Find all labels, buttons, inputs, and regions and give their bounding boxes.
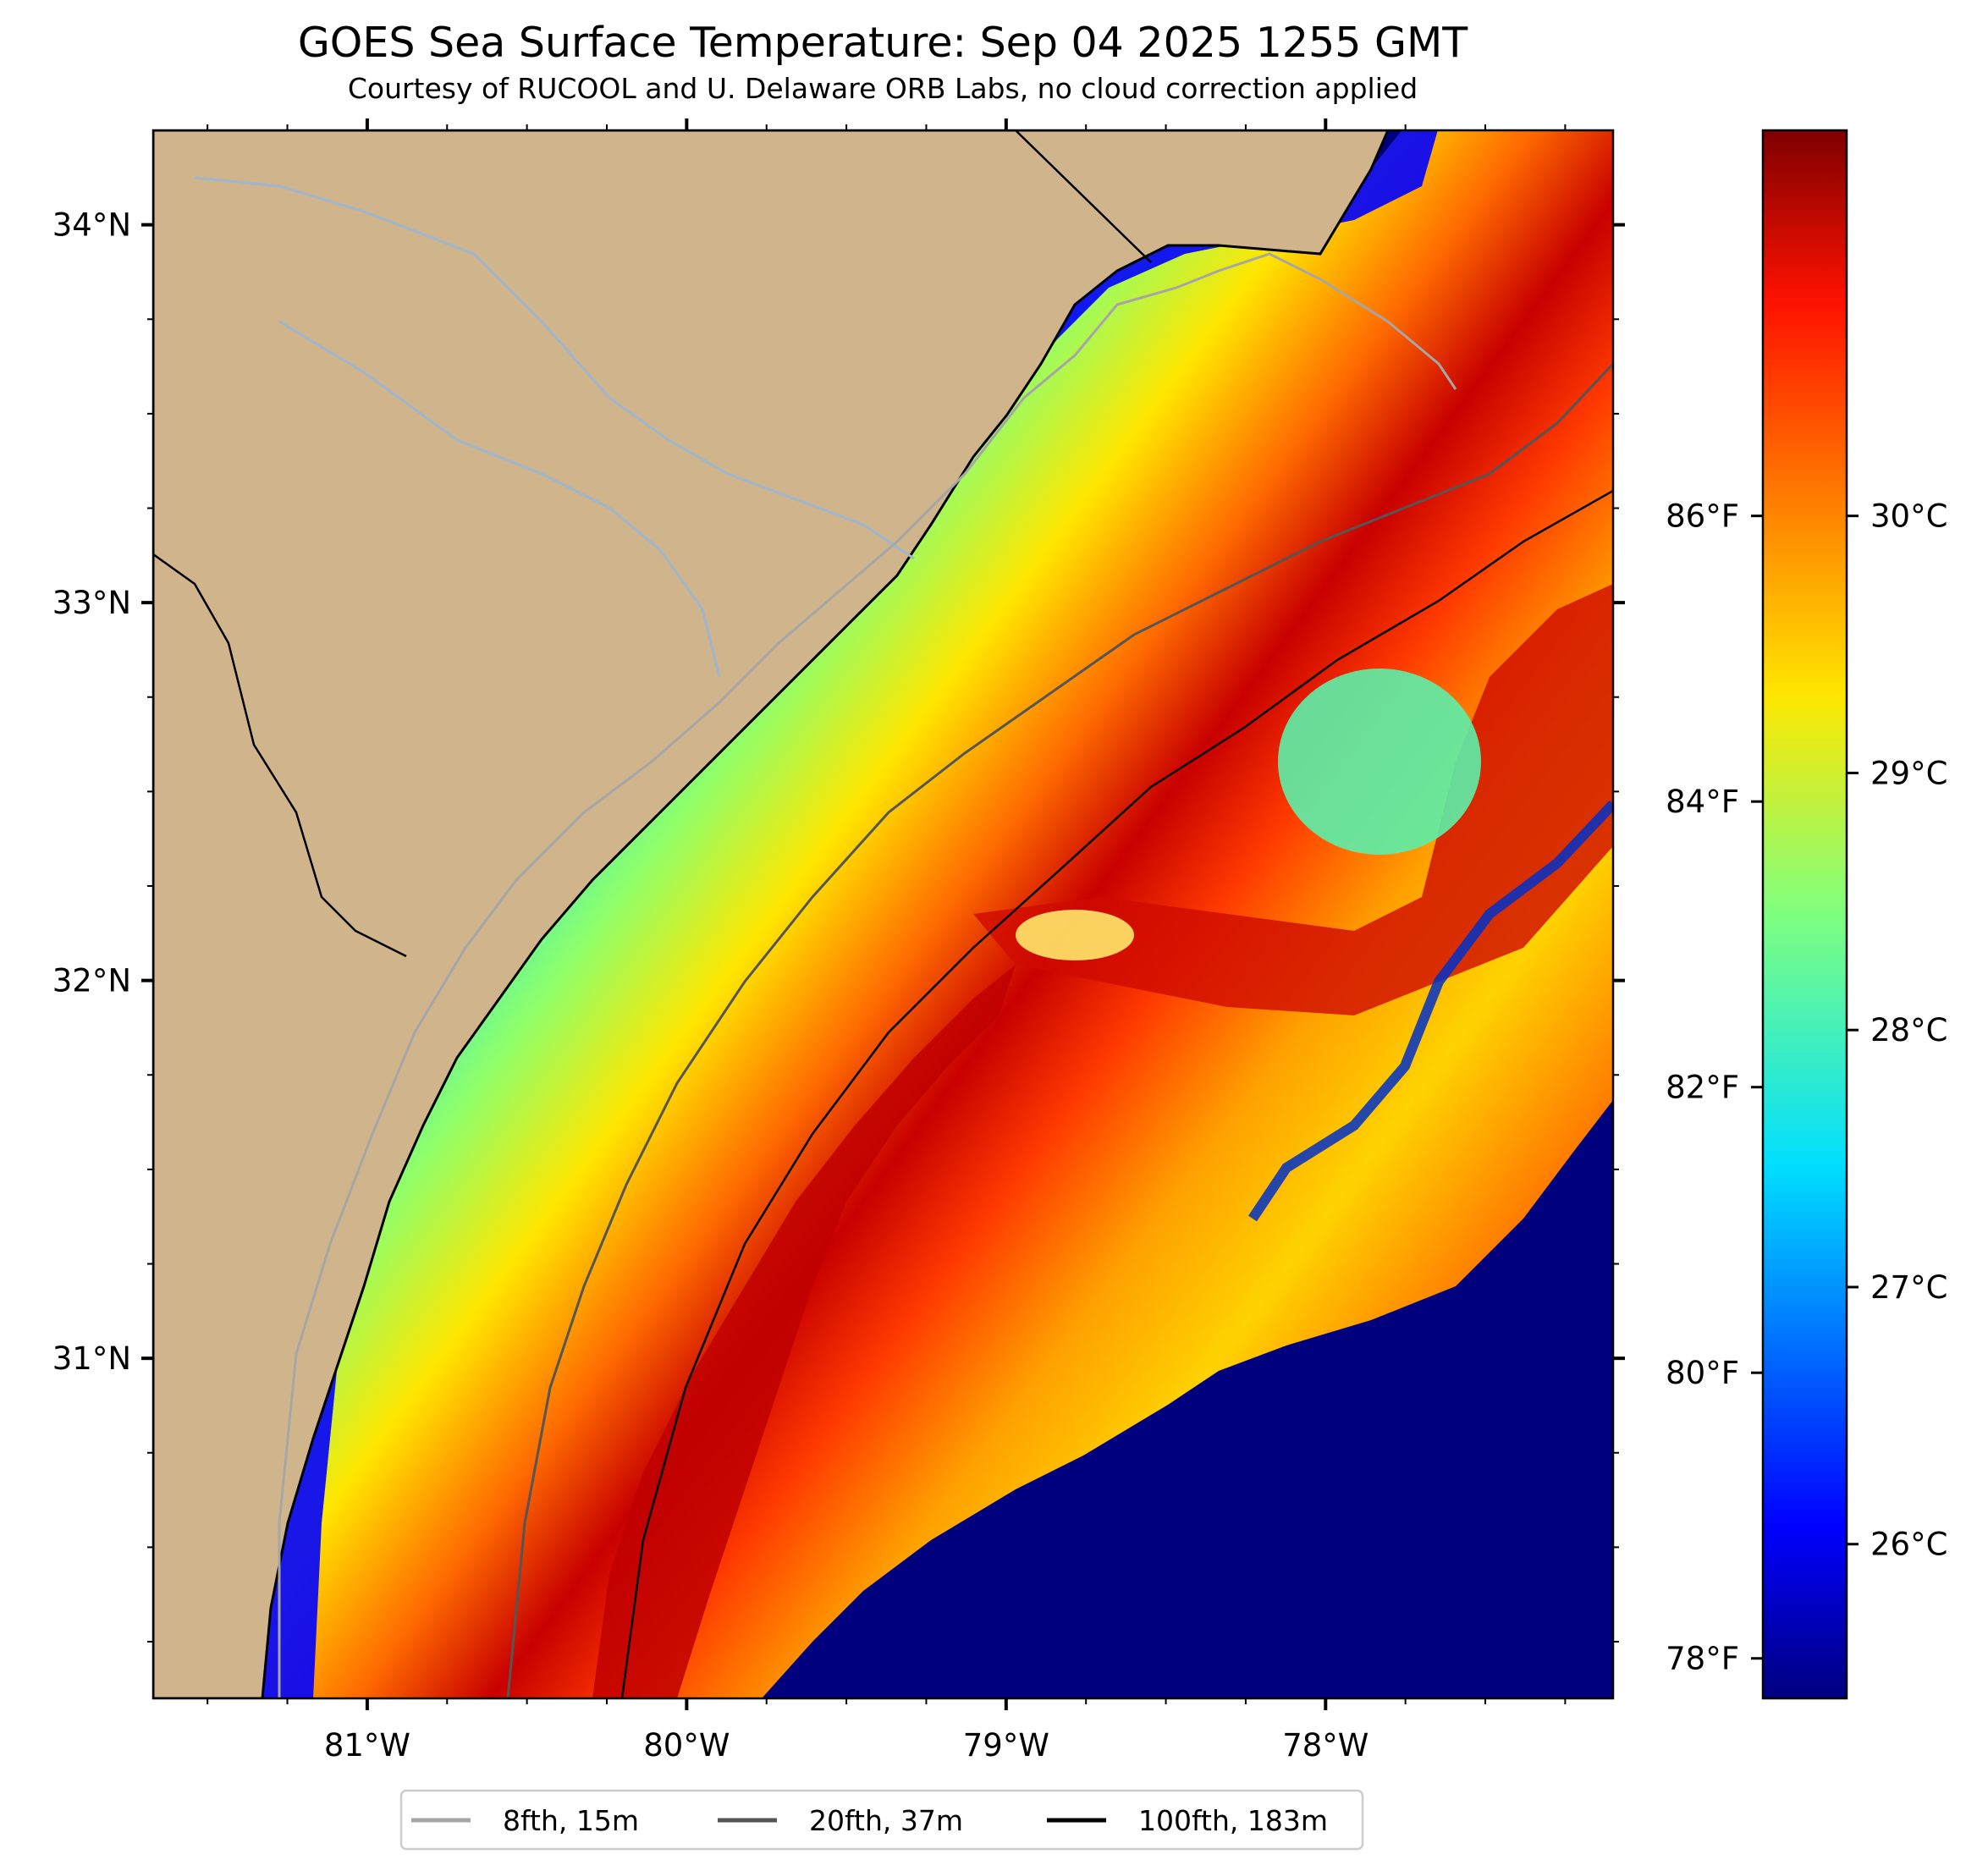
sst-field (254, 130, 1613, 1698)
colorbar-celsius-axis: 26°C 27°C 28°C 29°C 30°C (1847, 498, 1947, 1563)
colorbar-celsius-label: 29°C (1870, 755, 1947, 791)
colorbar-celsius-label: 28°C (1870, 1012, 1947, 1048)
lat-tick-label: 34°N (52, 207, 131, 244)
latitude-axis: 34°N 33°N 32°N 31°N (52, 207, 1625, 1643)
gulf-stream-extension (973, 584, 1613, 1015)
colorbar-fahrenheit-label: 86°F (1666, 498, 1739, 535)
river (278, 320, 721, 678)
lat-tick-label: 31°N (52, 1340, 131, 1377)
warm-eddy (1278, 669, 1481, 855)
state-border (153, 553, 407, 958)
lon-tick-label: 78°W (1282, 1727, 1368, 1764)
legend-label: 8fth, 15m (503, 1804, 639, 1837)
longitude-axis: 81°W 80°W 79°W 78°W (207, 118, 1567, 1764)
colorbar-fahrenheit-label: 80°F (1666, 1355, 1739, 1391)
warm-ring (1016, 910, 1134, 960)
lat-tick-label: 33°N (52, 585, 131, 621)
colorbar-fahrenheit-label: 84°F (1666, 784, 1739, 820)
legend: 8fth, 15m 20fth, 37m 100fth, 183m (411, 1804, 1328, 1837)
isobath-20fth (506, 362, 1613, 1698)
colorbar-fahrenheit-label: 82°F (1666, 1070, 1739, 1106)
colorbar-celsius-label: 26°C (1870, 1527, 1947, 1563)
colorbar-celsius-label: 30°C (1870, 498, 1947, 535)
map-title: GOES Sea Surface Temperature: Sep 04 202… (298, 19, 1468, 67)
legend-label: 20fth, 37m (809, 1804, 963, 1837)
lon-tick-label: 79°W (963, 1727, 1049, 1764)
legend-box (399, 1789, 1364, 1851)
river (194, 176, 915, 560)
lon-tick-label: 81°W (324, 1727, 410, 1764)
isobath-100fth (620, 489, 1613, 1698)
gulf-stream-core (592, 965, 1016, 1698)
map-subtitle: Courtesy of RUCOOL and U. Delaware ORB L… (348, 72, 1418, 105)
land-mass (153, 130, 1390, 1698)
legend-label: 100fth, 183m (1138, 1804, 1328, 1837)
lat-tick-label: 32°N (52, 963, 131, 999)
isobath-8fth (278, 252, 1457, 1698)
map-frame (151, 129, 1615, 1700)
colorbar-fahrenheit-axis: 78°F 80°F 82°F 84°F 86°F (1666, 498, 1763, 1677)
cool-filament (1248, 800, 1613, 1222)
colorbar-gradient (1761, 129, 1848, 1700)
lon-tick-label: 80°W (643, 1727, 730, 1764)
map-panel (153, 130, 1613, 1698)
colorbar-fahrenheit-label: 78°F (1666, 1641, 1739, 1677)
state-border (1015, 130, 1152, 263)
colorbar-celsius-label: 27°C (1870, 1269, 1947, 1306)
